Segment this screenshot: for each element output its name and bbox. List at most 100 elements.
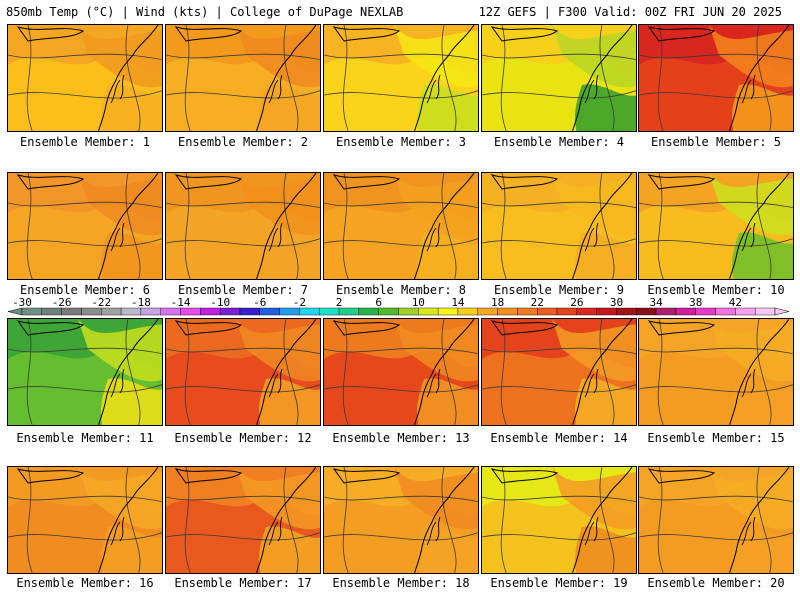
contour-line	[639, 238, 793, 247]
lake-outline	[647, 26, 716, 42]
ensemble-label-18: Ensemble Member: 18	[332, 576, 470, 590]
bay-outline	[426, 74, 441, 104]
temp-region	[574, 84, 636, 131]
ensemble-panel-17	[165, 466, 321, 574]
temperature-map	[166, 25, 320, 131]
temp-region	[709, 173, 793, 236]
contour-line	[125, 467, 141, 573]
colorbar-swatch	[319, 307, 340, 316]
colorbar-tick-label: -30	[12, 296, 32, 309]
colorbar-tick-label: -22	[91, 296, 111, 309]
bay-outline	[110, 516, 125, 546]
colorbar-swatch	[655, 307, 677, 316]
lake-outline	[490, 174, 559, 190]
temp-region	[100, 526, 162, 573]
ensemble-panel-13	[323, 318, 479, 426]
contour-line	[125, 173, 141, 279]
ensemble-label-13: Ensemble Member: 13	[332, 431, 470, 445]
bay-outline	[426, 368, 441, 398]
contour-line	[657, 467, 664, 573]
contour-line	[283, 319, 299, 425]
temp-region	[731, 526, 793, 573]
contour-line	[500, 319, 507, 425]
ensemble-panel-2	[165, 24, 321, 132]
colorbar-swatch	[576, 307, 597, 316]
contour-line	[500, 173, 507, 279]
temperature-map	[324, 319, 478, 425]
contour-line	[184, 25, 191, 131]
lake-outline	[647, 174, 716, 190]
contour-line	[324, 532, 478, 541]
colorbar-tick-label: 26	[570, 296, 583, 309]
temp-region	[78, 173, 162, 236]
temp-region	[416, 232, 478, 279]
lake-outline	[174, 320, 243, 336]
contour-line	[283, 173, 299, 279]
colorbar-tick-label: 10	[412, 296, 425, 309]
coastline	[256, 25, 317, 131]
contour-line	[441, 319, 457, 425]
temp-region	[394, 319, 478, 382]
colorbar-swatch	[41, 307, 62, 316]
contour-line	[657, 319, 664, 425]
lake-outline	[490, 26, 559, 42]
ensemble-label-19: Ensemble Member: 19	[490, 576, 628, 590]
temp-region	[416, 526, 478, 573]
temp-region	[552, 25, 636, 88]
coastline	[98, 25, 159, 131]
ensemble-panel-7	[165, 172, 321, 280]
lake-outline	[16, 174, 85, 190]
colorbar-swatch	[160, 307, 181, 316]
contour-line	[283, 467, 299, 573]
colorbar-swatch	[358, 307, 379, 316]
temp-region	[394, 173, 478, 236]
ensemble-label-3: Ensemble Member: 3	[335, 135, 467, 149]
ensemble-label-2: Ensemble Member: 2	[177, 135, 309, 149]
temp-region	[574, 232, 636, 279]
ensemble-panel-6	[7, 172, 163, 280]
colorbar-swatch	[338, 307, 360, 316]
colorbar-swatch	[636, 307, 657, 316]
contour-line	[26, 25, 33, 131]
bay-outline	[110, 368, 125, 398]
temp-region	[552, 319, 636, 382]
temperature-map	[482, 319, 636, 425]
colorbar-tick-label: -14	[171, 296, 191, 309]
bay-outline	[110, 222, 125, 252]
coastline	[414, 173, 475, 279]
temp-region	[574, 526, 636, 573]
temp-region	[416, 378, 478, 425]
ensemble-panel-15	[638, 318, 794, 426]
ensemble-label-11: Ensemble Member: 11	[16, 431, 154, 445]
ensemble-panel-11	[7, 318, 163, 426]
contour-line	[639, 347, 793, 355]
header-left: 850mb Temp (°C) | Wind (kts) | College o…	[6, 5, 404, 19]
colorbar-swatch	[735, 307, 756, 316]
contour-line	[26, 467, 33, 573]
ensemble-panel-16	[7, 466, 163, 574]
contour-line	[8, 201, 162, 209]
coastline	[98, 467, 159, 573]
temp-region	[574, 378, 636, 425]
colorbar-swatch	[239, 307, 260, 316]
coastline	[729, 173, 790, 279]
colorbar-swatch	[101, 307, 122, 316]
temperature-map	[639, 467, 793, 573]
colorbar-swatch	[200, 307, 221, 316]
colorbar-swatch	[616, 307, 637, 316]
contour-line	[125, 25, 141, 131]
lake-outline	[332, 26, 401, 42]
ensemble-label-5: Ensemble Member: 5	[650, 135, 782, 149]
contour-line	[166, 238, 320, 247]
colorbar-swatch	[695, 307, 716, 316]
ensemble-panel-10	[638, 172, 794, 280]
temperature-map	[166, 467, 320, 573]
coastline	[256, 467, 317, 573]
temperature-map	[324, 173, 478, 279]
colorbar-swatch	[219, 307, 241, 316]
bay-outline	[741, 222, 756, 252]
contour-line	[184, 467, 191, 573]
contour-line	[166, 201, 320, 209]
bay-outline	[741, 74, 756, 104]
contour-line	[166, 53, 320, 61]
